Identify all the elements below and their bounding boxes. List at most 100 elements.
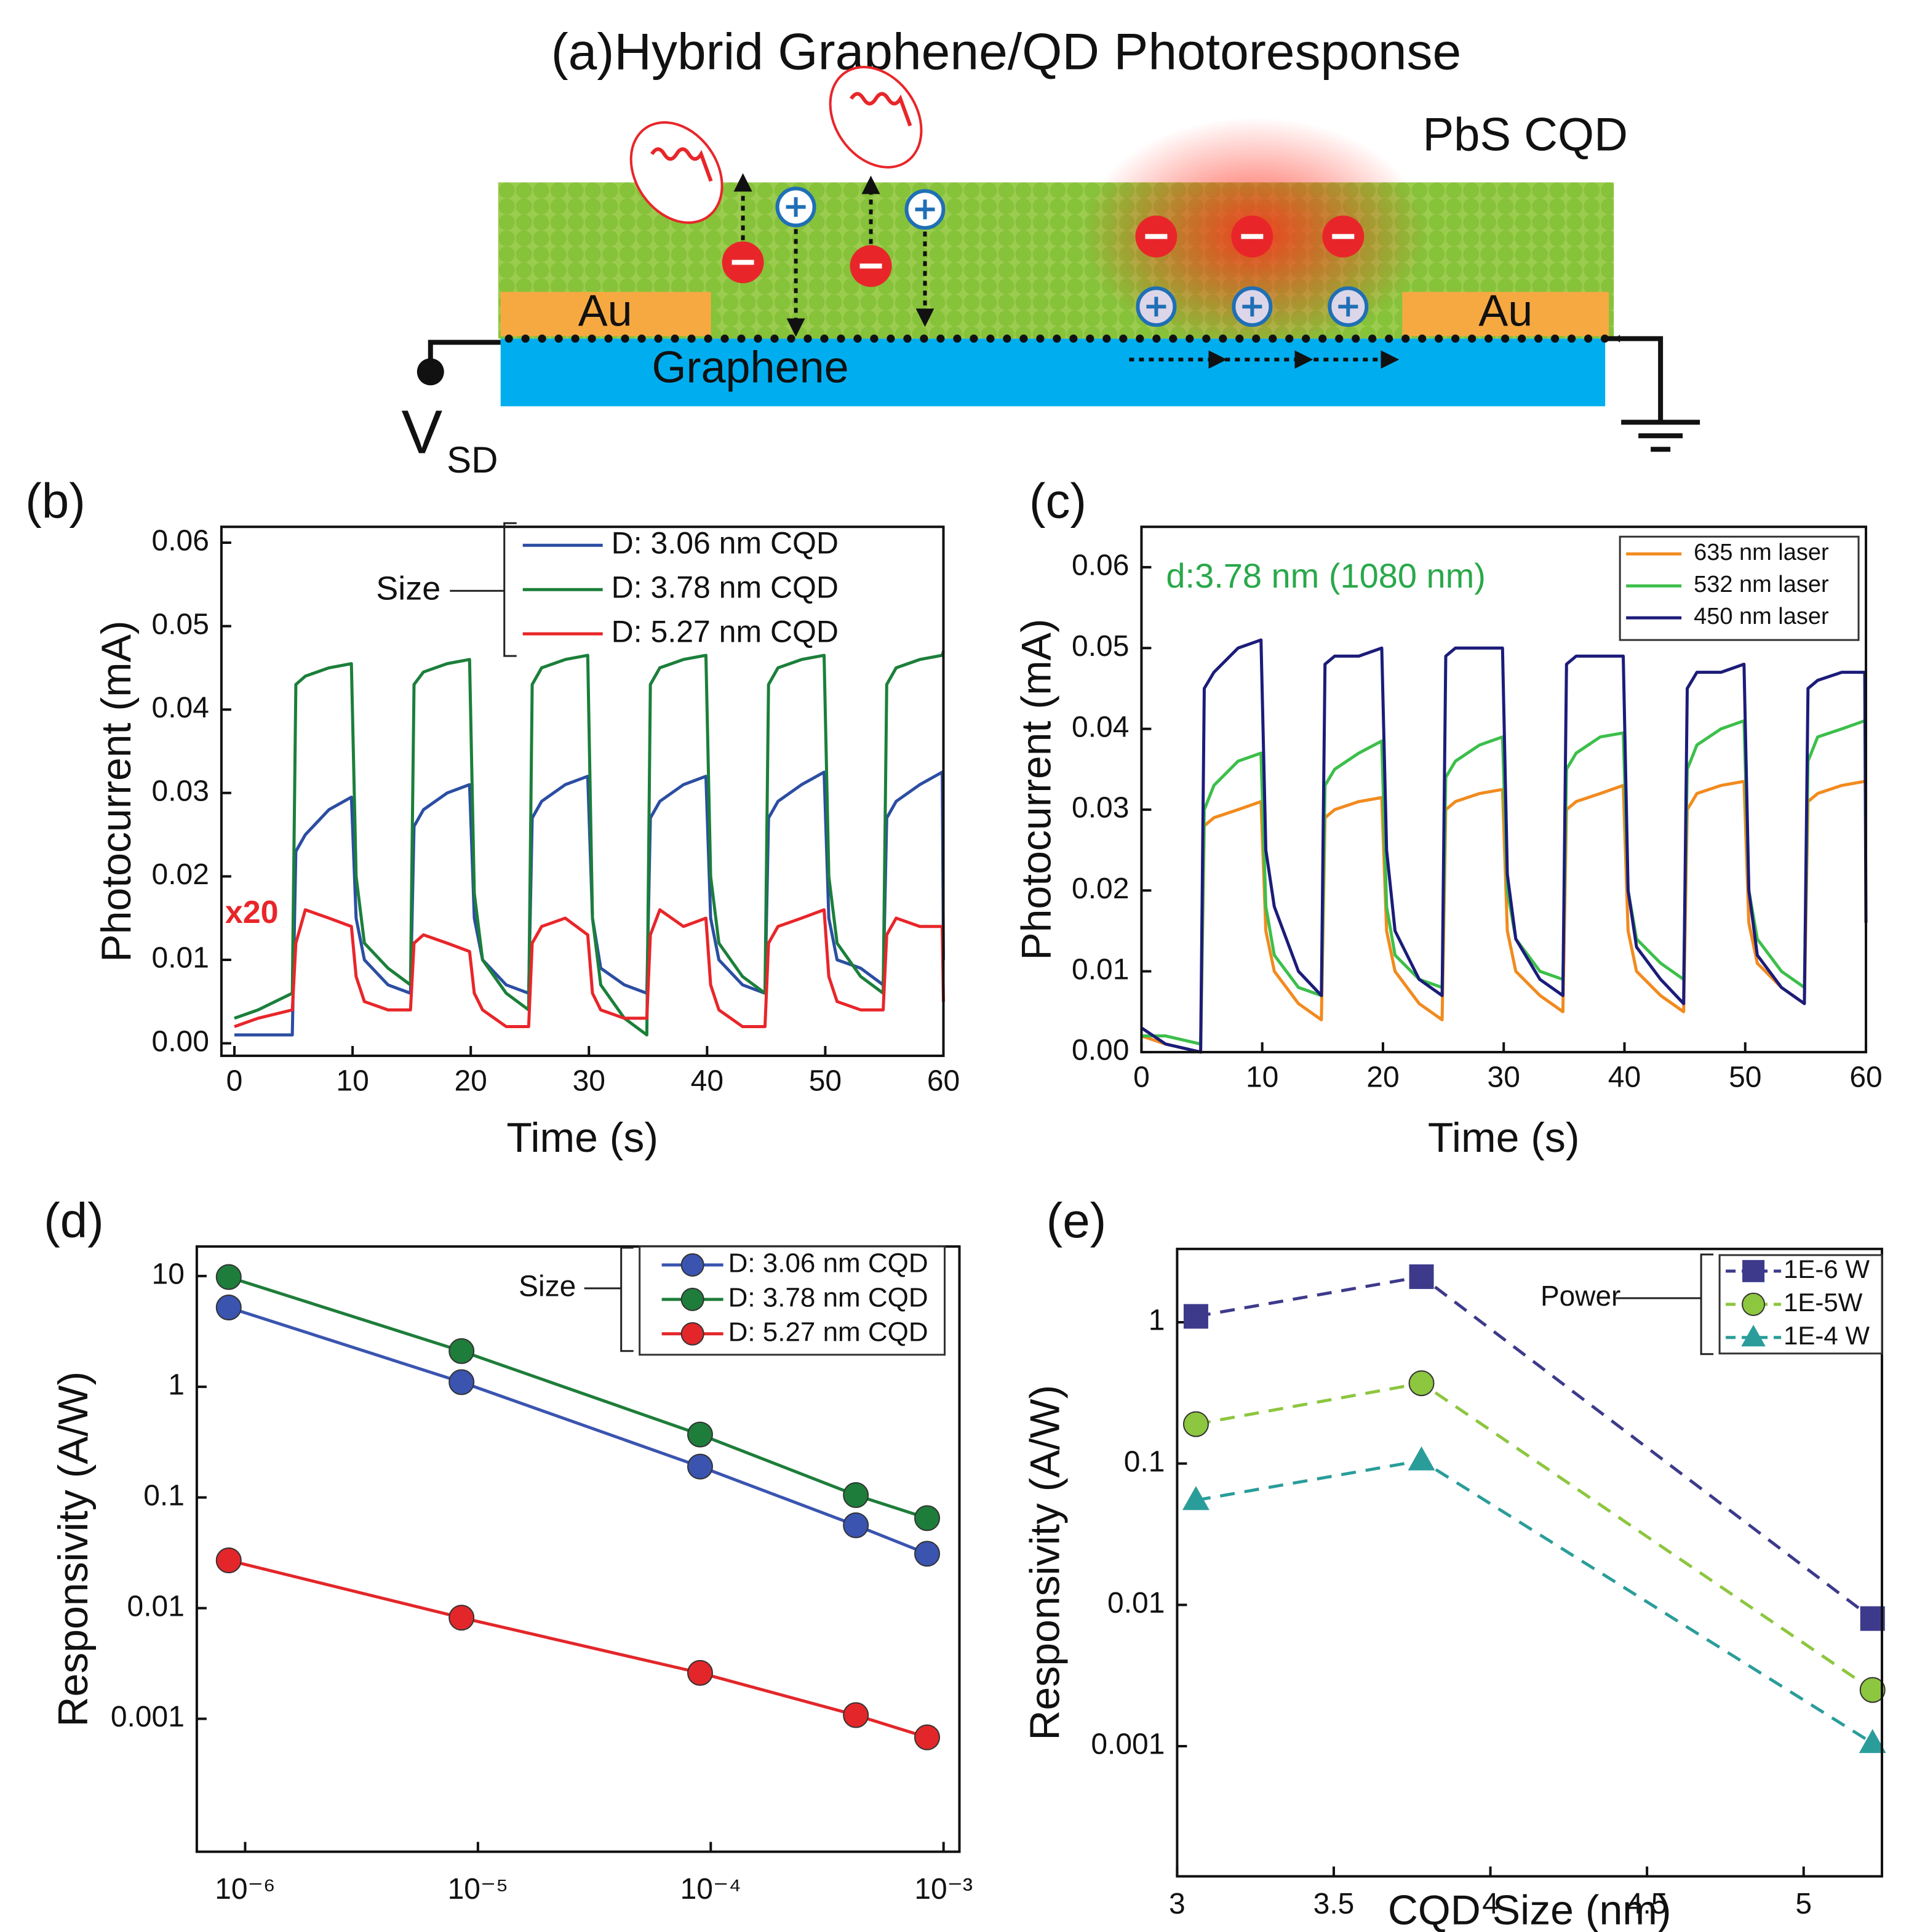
y-tick-label: 0.02 — [152, 858, 209, 891]
marker — [448, 1369, 475, 1395]
annotation: d:3.78 nm (1080 nm) — [1166, 556, 1486, 595]
legend-marker — [680, 1253, 704, 1277]
transfer-arrows — [733, 173, 1400, 369]
series-line — [1141, 776, 1868, 1054]
legend-label: 1E-4 W — [1784, 1321, 1870, 1350]
series-line — [228, 1559, 928, 1739]
marker — [843, 1482, 869, 1508]
x-tick-label: 0 — [1133, 1061, 1150, 1094]
panel-label: (d) — [44, 1193, 104, 1248]
legend-label: D: 5.27 nm CQD — [612, 614, 839, 649]
marker — [1183, 1304, 1208, 1329]
y-tick-label: 0.06 — [152, 525, 209, 557]
legend-title: Size — [519, 1271, 576, 1303]
x-tick-label: 40 — [1608, 1061, 1641, 1094]
y-tick-label: 0.06 — [1072, 549, 1129, 582]
x-tick-label: 5 — [1795, 1888, 1812, 1920]
legend-marker — [680, 1287, 704, 1311]
terminal — [416, 358, 444, 386]
marker — [687, 1659, 713, 1686]
y-axis-label: Responsivity (A/W) — [1021, 1385, 1068, 1741]
wire — [428, 336, 1700, 452]
holes — [775, 186, 1369, 327]
legend-label: D: 5.27 nm CQD — [728, 1317, 928, 1347]
y-tick-label: 10 — [152, 1258, 185, 1291]
legend-bracket — [584, 1247, 634, 1352]
chart-panel: (b) Time (s) Photocurrent (mA) 0 10 20 30 40 50 6… — [25, 473, 960, 1160]
electrons — [722, 215, 1365, 287]
marker — [1859, 1677, 1886, 1703]
marker — [215, 1547, 242, 1574]
x-axis-label: CQD Size (nm) — [1388, 1886, 1672, 1932]
y-tick-label: 1 — [168, 1368, 185, 1401]
legend-title: Size — [376, 570, 440, 607]
x-tick-label: 4.5 — [1627, 1888, 1668, 1920]
marker — [914, 1724, 940, 1750]
y-axis-label: Photocurrent (mA) — [93, 620, 140, 962]
x-tick-label: 4 — [1482, 1888, 1499, 1920]
series-line — [1195, 1459, 1874, 1745]
legend: 635 nm laser 532 nm laser 450 nm laser — [1619, 535, 1860, 641]
plot-area — [234, 650, 946, 1037]
legend-marker — [680, 1322, 704, 1346]
plot-area — [1182, 1264, 1886, 1754]
x-tick-label: 10 — [1246, 1061, 1278, 1094]
marker — [687, 1421, 713, 1448]
electrode-label: Au — [578, 286, 632, 335]
axes-frame — [220, 525, 945, 1057]
marker — [1409, 1264, 1434, 1289]
chart-panel: (d)Incident power (W)Responsivity (A/W)1… — [44, 1193, 973, 1906]
series-line — [1195, 1381, 1874, 1691]
y-tick-label: 0.01 — [127, 1590, 185, 1623]
x-tick-label: 20 — [1366, 1061, 1399, 1094]
y-tick-label: 0.01 — [152, 942, 209, 975]
diagram: (a)Hybrid Graphene/QD Photoresponse PbS … — [401, 23, 1700, 481]
axes-frame — [195, 1245, 961, 1853]
y-tick-label: 0.00 — [1072, 1034, 1129, 1067]
legend-label: 1E-5W — [1784, 1288, 1863, 1317]
x-tick-label: 10⁻³ — [914, 1873, 973, 1906]
series-line — [234, 650, 945, 1037]
x-tick-label: 60 — [1849, 1061, 1882, 1094]
legend-label: D: 3.78 nm CQD — [728, 1282, 928, 1312]
chart-panel: (c) Time (s) Photocurrent (mA) 0 10 20 30 40 50 6… — [1013, 473, 1882, 1160]
legend-marker — [1741, 1325, 1766, 1347]
legend-marker — [1742, 1259, 1765, 1282]
x-tick-label: 50 — [809, 1065, 842, 1098]
x-tick-label: 10⁻⁴ — [680, 1873, 741, 1906]
x-axis-label: Time (s) — [1428, 1114, 1580, 1161]
x-tick-label: 30 — [573, 1065, 605, 1098]
marker — [1408, 1446, 1435, 1471]
marker — [1408, 1370, 1435, 1397]
y-tick-label: 0.001 — [111, 1701, 185, 1733]
legend-label: D: 3.78 nm CQD — [612, 570, 839, 604]
y-axis-label: Responsivity (A/W) — [50, 1371, 97, 1727]
x-tick-label: 60 — [927, 1065, 960, 1098]
y-tick-label: 0.04 — [152, 692, 209, 724]
y-tick-label: 0.00 — [152, 1025, 209, 1058]
marker — [843, 1512, 869, 1539]
legend-bracket — [450, 522, 517, 657]
x-tick-label: 50 — [1729, 1061, 1761, 1094]
legend: D: 3.06 nm CQD D: 3.78 nm CQD D: 5.27 nm C… — [519, 1245, 946, 1356]
y-tick-label: 1 — [1149, 1304, 1165, 1337]
y-tick-label: 0.05 — [152, 608, 209, 641]
y-tick-label: 0.01 — [1107, 1587, 1165, 1619]
plot-area — [1141, 638, 1868, 1054]
annotation: x20 — [225, 895, 279, 930]
legend-label: D: 3.06 nm CQD — [612, 525, 839, 560]
x-tick-label: 3 — [1169, 1888, 1186, 1920]
legend-label: 635 nm laser — [1694, 540, 1829, 565]
y-tick-label: 0.01 — [1072, 953, 1129, 986]
panel-label: (c) — [1029, 473, 1086, 528]
y-tick-label: 0.001 — [1091, 1728, 1165, 1761]
graphene — [500, 338, 1606, 407]
voltage-label: V — [401, 399, 442, 467]
diagram-title: (a)Hybrid Graphene/QD Photoresponse — [551, 23, 1462, 81]
x-tick-label: 20 — [454, 1065, 487, 1098]
x-tick-label: 3.5 — [1313, 1888, 1355, 1920]
panel-label: (b) — [25, 473, 86, 528]
legend-label: 1E-6 W — [1784, 1255, 1870, 1283]
x-tick-label: 40 — [691, 1065, 723, 1098]
